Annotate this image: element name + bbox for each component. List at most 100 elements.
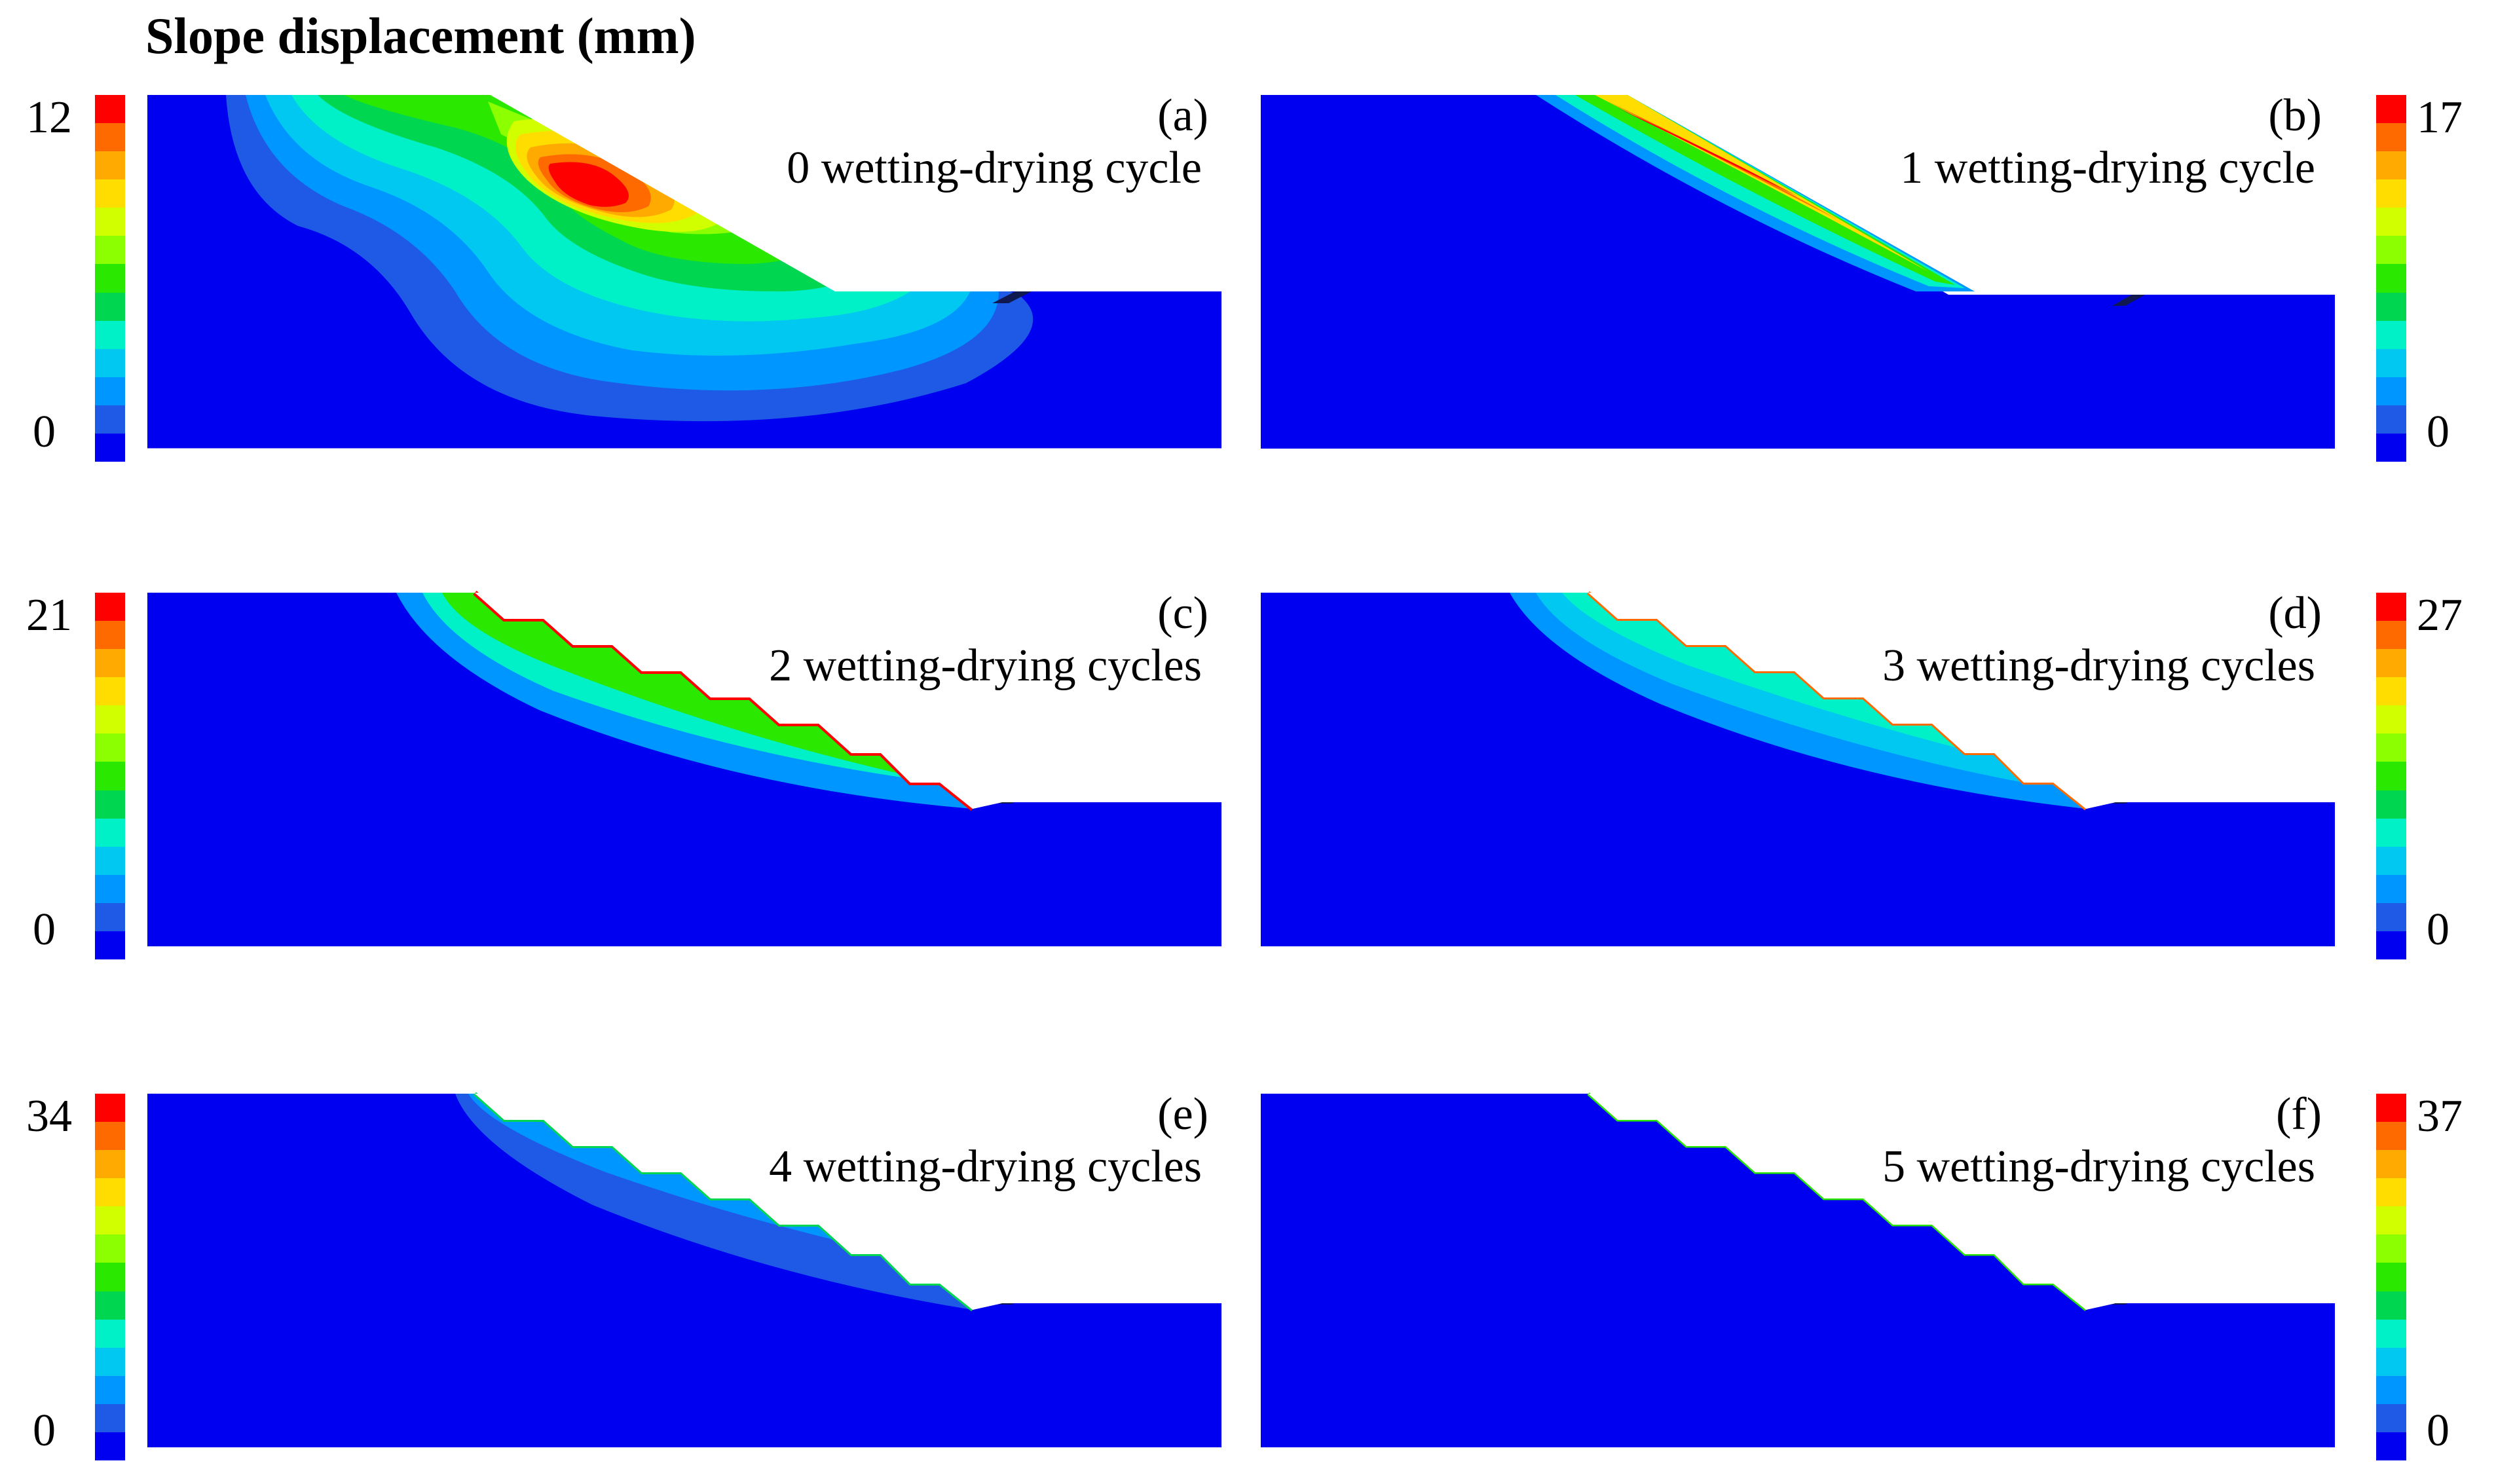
colorbar-c — [95, 593, 125, 960]
colorbar-swatch — [95, 1403, 125, 1432]
colorbar-min-d: 0 — [2427, 904, 2449, 955]
colorbar-swatch — [2376, 762, 2406, 790]
colorbar-swatch — [2376, 1150, 2406, 1179]
colorbar-swatch — [95, 1375, 125, 1404]
colorbar-swatch — [2376, 1234, 2406, 1263]
contour-plot-a — [147, 94, 1221, 449]
colorbar-min-a: 0 — [33, 407, 56, 457]
colorbar-swatch — [2376, 264, 2406, 293]
colorbar-swatch — [95, 123, 125, 152]
air-above-slope — [475, 1094, 1221, 1310]
colorbar-swatch — [95, 320, 125, 349]
colorbar-min-e: 0 — [33, 1405, 56, 1456]
colorbar-swatch — [95, 1150, 125, 1179]
displacement-contour — [1575, 95, 1955, 285]
panel-caption-c: 2 wetting-drying cycles — [769, 640, 1202, 691]
colorbar-swatch — [2376, 1347, 2406, 1376]
colorbar-swatch — [2376, 1178, 2406, 1207]
panel-tag-e: (e) — [1157, 1089, 1208, 1140]
colorbar-swatch — [95, 705, 125, 734]
panel-d: (d) 3 wetting-drying cycles — [1261, 588, 2335, 959]
colorbar-swatch — [2376, 1319, 2406, 1348]
colorbar-swatch — [2376, 292, 2406, 321]
air-above-slope — [1588, 593, 2335, 809]
contour-plot-f — [1261, 1092, 2335, 1447]
soil-body — [1261, 1094, 2335, 1447]
colorbar-swatch — [2376, 593, 2406, 621]
displacement-contour — [548, 162, 629, 207]
colorbar-swatch — [2376, 1122, 2406, 1151]
colorbar-swatch — [95, 790, 125, 819]
panel-caption-e: 4 wetting-drying cycles — [769, 1141, 1202, 1192]
contour-plot-c — [147, 591, 1221, 946]
colorbar-swatch — [2376, 1263, 2406, 1291]
slope-toe — [992, 291, 1032, 303]
colorbar-swatch — [2376, 405, 2406, 434]
displacement-contour — [442, 593, 910, 776]
colorbar-swatch — [2376, 1094, 2406, 1122]
contour-plot-d — [1261, 591, 2335, 946]
colorbar-max-a: 12 — [26, 92, 72, 143]
colorbar-swatch — [2376, 1291, 2406, 1320]
colorbar-d — [2376, 593, 2406, 960]
colorbar-swatch — [2376, 348, 2406, 377]
colorbar-swatch — [2376, 1375, 2406, 1404]
air-above-slope — [1588, 1094, 2335, 1310]
colorbar-swatch — [95, 151, 125, 180]
contour-plot-e — [147, 1092, 1221, 1447]
contour-plot-b — [1261, 95, 2335, 449]
colorbar-swatch — [95, 902, 125, 931]
colorbar-swatch — [2376, 377, 2406, 405]
colorbar-swatch — [95, 264, 125, 293]
colorbar-swatch — [2376, 818, 2406, 847]
panel-caption-b: 1 wetting-drying cycle — [1900, 143, 2315, 193]
colorbar-swatch — [2376, 320, 2406, 349]
panel-c: (c) 2 wetting-drying cycles — [147, 588, 1221, 959]
colorbar-swatch — [95, 405, 125, 434]
colorbar-swatch — [95, 433, 125, 462]
colorbar-swatch — [2376, 236, 2406, 265]
colorbar-swatch — [2376, 790, 2406, 819]
panel-tag-c: (c) — [1157, 588, 1208, 639]
colorbar-a — [95, 95, 125, 462]
colorbar-swatch — [2376, 677, 2406, 706]
panel-caption-f: 5 wetting-drying cycles — [1882, 1141, 2315, 1192]
colorbar-min-c: 0 — [33, 904, 56, 955]
colorbar-swatch — [95, 762, 125, 790]
soil-body — [147, 1094, 1221, 1447]
colorbar-min-f: 0 — [2427, 1405, 2449, 1456]
colorbar-max-b: 17 — [2417, 92, 2463, 143]
colorbar-swatch — [95, 377, 125, 405]
colorbar-min-b: 0 — [2427, 407, 2449, 457]
colorbar-swatch — [2376, 95, 2406, 124]
colorbar-swatch — [95, 1291, 125, 1320]
air-above-slope — [475, 593, 1221, 809]
colorbar-swatch — [95, 593, 125, 621]
colorbar-swatch — [95, 649, 125, 678]
colorbar-max-f: 37 — [2417, 1091, 2463, 1141]
colorbar-swatch — [2376, 1432, 2406, 1461]
colorbar-swatch — [95, 1178, 125, 1207]
colorbar-swatch — [2376, 874, 2406, 903]
colorbar-swatch — [95, 1206, 125, 1235]
panel-tag-d: (d) — [2268, 588, 2322, 639]
panel-tag-f: (f) — [2276, 1089, 2322, 1140]
colorbar-max-c: 21 — [26, 590, 72, 640]
colorbar-swatch — [95, 1234, 125, 1263]
colorbar-swatch — [2376, 846, 2406, 875]
panel-e: (e) 4 wetting-drying cycles — [147, 1089, 1221, 1460]
colorbar-swatch — [95, 1347, 125, 1376]
colorbar-swatch — [95, 348, 125, 377]
colorbar-swatch — [95, 874, 125, 903]
colorbar-swatch — [95, 621, 125, 650]
panel-caption-d: 3 wetting-drying cycles — [1882, 640, 2315, 691]
colorbar-swatch — [95, 1263, 125, 1291]
colorbar-swatch — [2376, 151, 2406, 180]
colorbar-swatch — [2376, 208, 2406, 236]
colorbar-swatch — [95, 179, 125, 208]
colorbar-max-d: 27 — [2417, 590, 2463, 640]
panel-b: (b) 1 wetting-drying cycle — [1261, 90, 2335, 462]
colorbar-swatch — [2376, 433, 2406, 462]
colorbar-swatch — [95, 846, 125, 875]
slope-toe — [2112, 295, 2145, 306]
